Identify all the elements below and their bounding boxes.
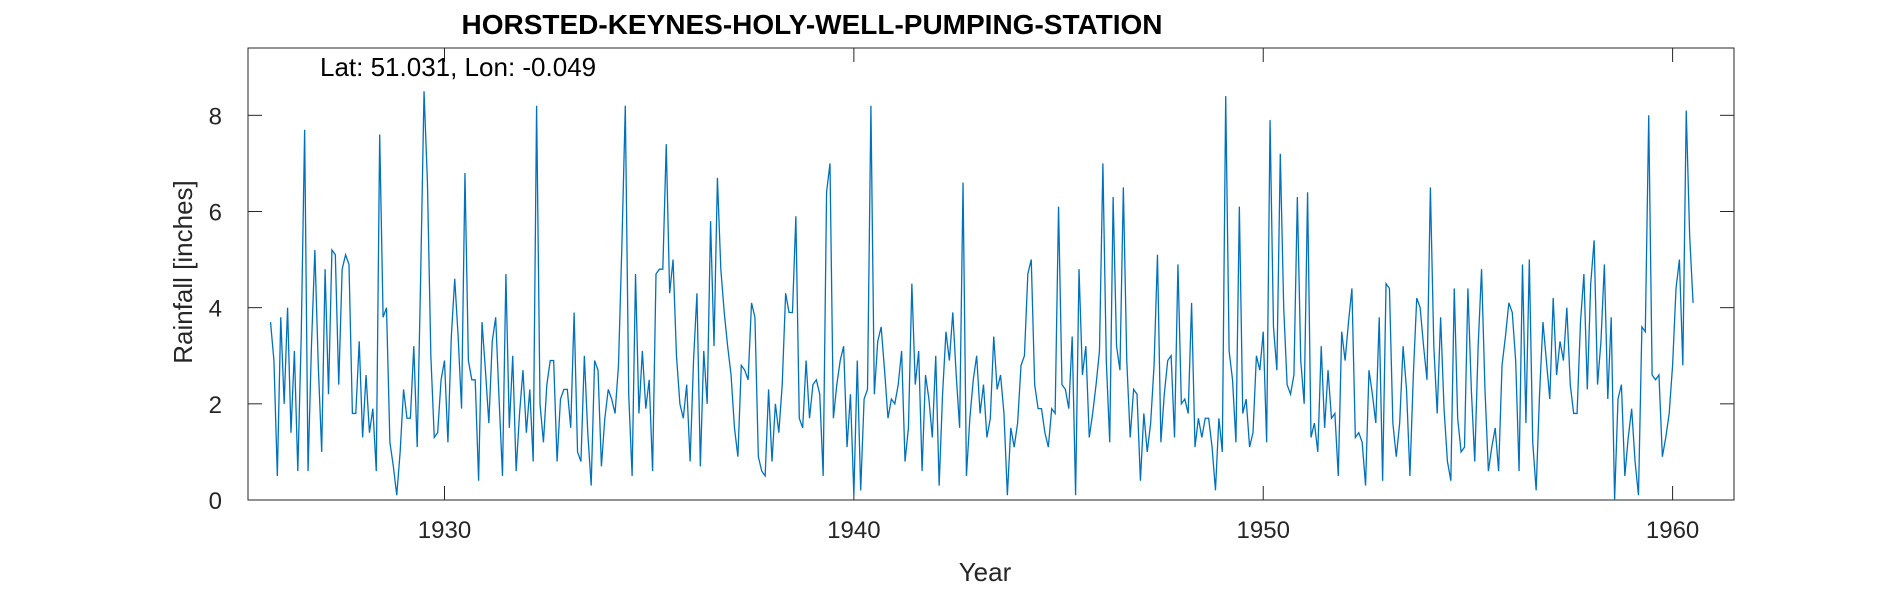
y-tick-label: 6 [209, 199, 222, 226]
x-tick-label: 1940 [827, 517, 880, 544]
y-tick-label: 0 [209, 488, 222, 515]
y-tick-label: 2 [209, 392, 222, 419]
location-annotation: Lat: 51.031, Lon: -0.049 [320, 52, 596, 82]
x-tick-label: 1950 [1237, 517, 1290, 544]
rainfall-series-line [269, 91, 1694, 501]
x-axis-label: Year [959, 557, 1012, 587]
x-axis: 1930 1940 1950 1960 [418, 48, 1699, 544]
x-tick-label: 1960 [1646, 517, 1699, 544]
y-axis: 0 2 4 6 8 [209, 103, 1734, 515]
x-tick-label: 1930 [418, 517, 471, 544]
plot-area [247, 47, 1735, 501]
y-tick-label: 8 [209, 103, 222, 130]
y-tick-label: 4 [209, 296, 222, 323]
chart-title: HORSTED-KEYNES-HOLY-WELL-PUMPING-STATION [461, 9, 1162, 40]
y-axis-label: Rainfall [inches] [168, 180, 198, 364]
